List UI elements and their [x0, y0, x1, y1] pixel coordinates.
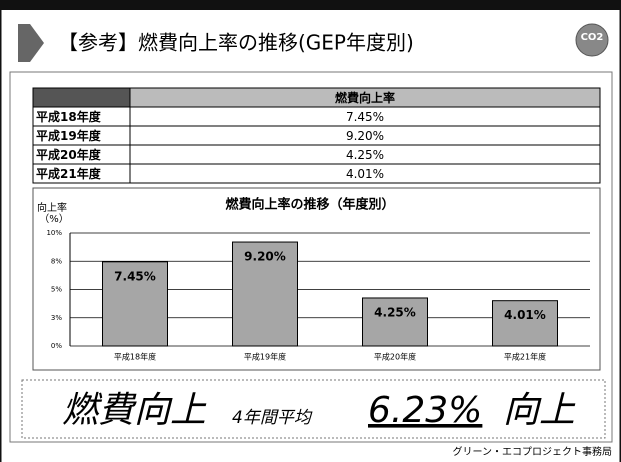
row-label: 平成19年度 — [36, 128, 102, 143]
x-tick-label: 平成19年度 — [244, 352, 286, 362]
table-header-corner — [32, 87, 131, 108]
bar — [232, 241, 298, 347]
bar — [492, 300, 558, 347]
logo — [575, 23, 609, 57]
banner-lead: 燃費向上 — [62, 390, 207, 431]
row-value: 7.45% — [346, 110, 384, 124]
bar — [362, 297, 428, 347]
banner-period: 4年間平均 — [232, 408, 313, 428]
top-bar — [0, 0, 621, 10]
title-marker — [18, 24, 44, 62]
y-tick-label: 3% — [51, 314, 62, 322]
banner-average: 6.23% — [368, 390, 482, 431]
table-header: 燃費向上率 — [335, 90, 395, 105]
x-tick-label: 平成20年度 — [374, 352, 416, 362]
row-label: 平成18年度 — [36, 109, 102, 124]
row-value: 4.01% — [346, 167, 384, 181]
data-label: 4.01% — [504, 308, 546, 322]
x-tick-label: 平成21年度 — [504, 352, 546, 362]
x-tick-label: 平成18年度 — [114, 352, 156, 362]
y-axis-label: （%） — [39, 213, 69, 225]
data-label: 9.20% — [244, 250, 286, 264]
chart-title: 燃費向上率の推移（年度別） — [225, 197, 394, 213]
plot: 0% 3% 5% 8% 10% 平成18年度 7.45% 平成19年度 9.20% 平成20年度 4… — [46, 229, 590, 362]
y-tick-label: 8% — [51, 257, 62, 265]
row-value: 4.25% — [346, 148, 384, 162]
footer: グリーン・エコプロジェクト事務局 — [453, 445, 613, 458]
banner-suffix: 向上 — [503, 390, 576, 431]
table-cell — [129, 163, 601, 184]
row-label: 平成21年度 — [36, 166, 102, 181]
row-value: 9.20% — [346, 129, 384, 143]
y-axis-label: 向上率 — [37, 201, 67, 214]
y-tick-label: 0% — [51, 342, 62, 350]
data-label: 7.45% — [114, 269, 156, 283]
bar — [102, 261, 168, 347]
content-frame — [9, 71, 613, 443]
row-label: 平成20年度 — [36, 147, 102, 162]
logo-text: CO2 — [581, 32, 604, 43]
y-tick-label: 5% — [51, 286, 62, 294]
data-label: 4.25% — [374, 305, 416, 319]
slide-title: 【参考】燃費向上率の推移(GEP年度別) — [58, 31, 414, 55]
banner-frame — [21, 379, 606, 439]
y-tick-label: 10% — [46, 229, 62, 237]
